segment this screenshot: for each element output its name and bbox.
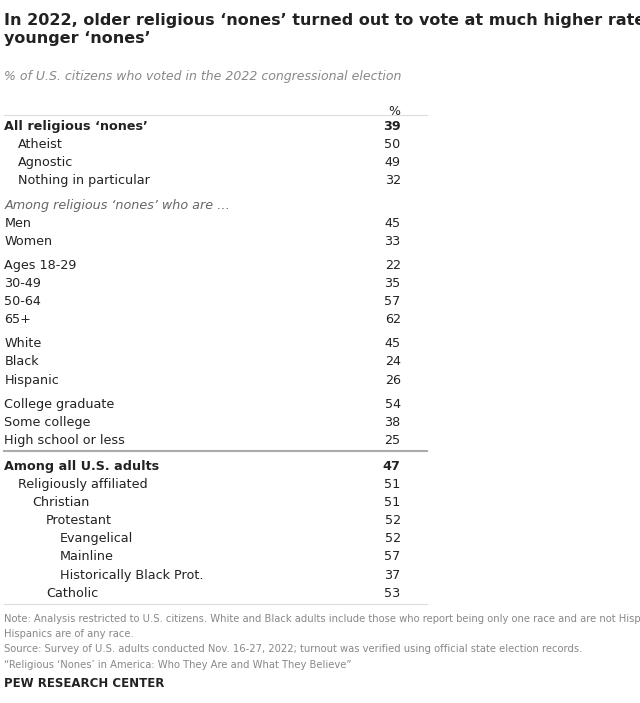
Text: Among all U.S. adults: Among all U.S. adults bbox=[4, 460, 159, 473]
Text: 52: 52 bbox=[385, 515, 401, 527]
Text: All religious ‘nones’: All religious ‘nones’ bbox=[4, 120, 148, 133]
Text: 37: 37 bbox=[385, 569, 401, 581]
Text: Men: Men bbox=[4, 217, 31, 230]
Text: Some college: Some college bbox=[4, 415, 91, 429]
Text: 57: 57 bbox=[385, 295, 401, 308]
Text: PEW RESEARCH CENTER: PEW RESEARCH CENTER bbox=[4, 677, 164, 690]
Text: 30-49: 30-49 bbox=[4, 277, 41, 290]
Text: High school or less: High school or less bbox=[4, 434, 125, 447]
Text: Ages 18-29: Ages 18-29 bbox=[4, 259, 77, 272]
Text: 26: 26 bbox=[385, 373, 401, 387]
Text: 49: 49 bbox=[385, 156, 401, 169]
Text: 33: 33 bbox=[385, 235, 401, 247]
Text: Mainline: Mainline bbox=[60, 550, 114, 564]
Text: %: % bbox=[388, 105, 401, 117]
Text: Historically Black Prot.: Historically Black Prot. bbox=[60, 569, 204, 581]
Text: 51: 51 bbox=[385, 496, 401, 509]
Text: 57: 57 bbox=[385, 550, 401, 564]
Text: 22: 22 bbox=[385, 259, 401, 272]
Text: “Religious ‘Nones’ in America: Who They Are and What They Believe”: “Religious ‘Nones’ in America: Who They … bbox=[4, 659, 352, 669]
Text: 35: 35 bbox=[385, 277, 401, 290]
Text: 45: 45 bbox=[385, 217, 401, 230]
Text: 39: 39 bbox=[383, 120, 401, 133]
Text: 25: 25 bbox=[385, 434, 401, 447]
Text: Black: Black bbox=[4, 356, 39, 368]
Text: Atheist: Atheist bbox=[18, 138, 63, 151]
Text: 52: 52 bbox=[385, 532, 401, 546]
Text: 38: 38 bbox=[385, 415, 401, 429]
Text: Protestant: Protestant bbox=[46, 515, 112, 527]
Text: Catholic: Catholic bbox=[46, 587, 98, 600]
Text: Hispanic: Hispanic bbox=[4, 373, 59, 387]
Text: Hispanics are of any race.: Hispanics are of any race. bbox=[4, 629, 134, 640]
Text: 47: 47 bbox=[383, 460, 401, 473]
Text: Note: Analysis restricted to U.S. citizens. White and Black adults include those: Note: Analysis restricted to U.S. citize… bbox=[4, 614, 640, 624]
Text: Among religious ‘nones’ who are …: Among religious ‘nones’ who are … bbox=[4, 199, 230, 212]
Text: 51: 51 bbox=[385, 478, 401, 491]
Text: 32: 32 bbox=[385, 174, 401, 188]
Text: Nothing in particular: Nothing in particular bbox=[18, 174, 150, 188]
Text: 24: 24 bbox=[385, 356, 401, 368]
Text: 65+: 65+ bbox=[4, 314, 31, 326]
Text: 50-64: 50-64 bbox=[4, 295, 41, 308]
Text: College graduate: College graduate bbox=[4, 398, 115, 411]
Text: Evangelical: Evangelical bbox=[60, 532, 133, 546]
Text: Source: Survey of U.S. adults conducted Nov. 16-27, 2022; turnout was verified u: Source: Survey of U.S. adults conducted … bbox=[4, 645, 582, 654]
Text: % of U.S. citizens who voted in the 2022 congressional election: % of U.S. citizens who voted in the 2022… bbox=[4, 70, 402, 84]
Text: Religiously affiliated: Religiously affiliated bbox=[18, 478, 148, 491]
Text: In 2022, older religious ‘nones’ turned out to vote at much higher rates than
yo: In 2022, older religious ‘nones’ turned … bbox=[4, 13, 640, 46]
Text: 53: 53 bbox=[385, 587, 401, 600]
Text: 62: 62 bbox=[385, 314, 401, 326]
Text: Women: Women bbox=[4, 235, 52, 247]
Text: Agnostic: Agnostic bbox=[18, 156, 74, 169]
Text: 50: 50 bbox=[385, 138, 401, 151]
Text: White: White bbox=[4, 337, 42, 350]
Text: Christian: Christian bbox=[32, 496, 90, 509]
Text: 45: 45 bbox=[385, 337, 401, 350]
Text: 54: 54 bbox=[385, 398, 401, 411]
